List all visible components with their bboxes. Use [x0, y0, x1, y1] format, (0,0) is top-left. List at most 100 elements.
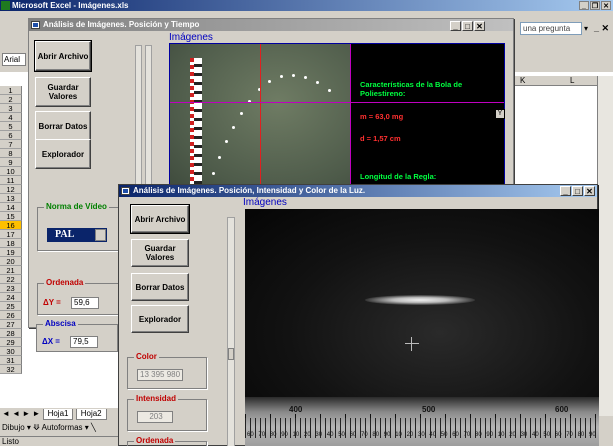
- row-header[interactable]: 21: [0, 266, 22, 275]
- save-values-button[interactable]: Guardar Valores: [131, 239, 189, 267]
- scroll-track-right[interactable]: [145, 45, 152, 185]
- video-norm-spinner[interactable]: [95, 229, 106, 241]
- row-header[interactable]: 13: [0, 194, 22, 203]
- explorer-button[interactable]: Explorador: [131, 305, 189, 333]
- close-icon[interactable]: ✕: [474, 21, 485, 31]
- row-header[interactable]: 5: [0, 122, 22, 131]
- column-header[interactable]: L: [570, 76, 575, 85]
- video-norm-select[interactable]: PAL: [47, 228, 107, 242]
- explorer-button[interactable]: Explorador: [35, 139, 91, 169]
- ruler-minor-label: 20: [509, 432, 516, 438]
- ruler-minor-label: 30: [315, 432, 323, 438]
- close-icon[interactable]: ✕: [584, 186, 595, 196]
- worksheet-vertical-scrollbar[interactable]: [597, 76, 613, 416]
- window-controls: _ □ ✕: [560, 186, 595, 196]
- clear-data-button[interactable]: Borrar Datos: [35, 111, 91, 141]
- ruler-label: 500: [422, 405, 436, 414]
- row-header[interactable]: 15: [0, 212, 22, 221]
- window-title: Análisis de Imágenes. Posición, Intensid…: [133, 186, 366, 195]
- ball-position-dot: [258, 88, 261, 91]
- row-header[interactable]: 12: [0, 185, 22, 194]
- row-header[interactable]: 11: [0, 176, 22, 185]
- save-values-button[interactable]: Guardar Valores: [35, 77, 91, 107]
- row-header[interactable]: 27: [0, 320, 22, 329]
- minimize-icon[interactable]: _: [560, 186, 571, 196]
- image-view[interactable]: Características de la Bola de Poliestire…: [169, 43, 505, 189]
- row-headers: 1 2 3 4 5 6 7 8 9 10 11 12 13 14 15 16 17 18 19 20 21 22 23 24 2…: [0, 86, 22, 374]
- intensity-field[interactable]: 203: [137, 411, 173, 423]
- ruler-minor-label: 70: [566, 432, 573, 438]
- video-norm-label: Norma de Vídeo: [44, 202, 109, 211]
- ordenada-label: Ordenada: [44, 278, 86, 287]
- ruler-major-ticks: [245, 414, 599, 420]
- drawing-toolbar[interactable]: Dibujo ▾ ⟱ Autoformas ▾ ╲: [2, 423, 96, 432]
- images-label: Imágenes: [243, 197, 287, 208]
- row-header[interactable]: 2: [0, 95, 22, 104]
- maximize-icon[interactable]: □: [462, 21, 473, 31]
- row-header[interactable]: 22: [0, 275, 22, 284]
- row-header[interactable]: 4: [0, 113, 22, 122]
- font-selector[interactable]: Arial: [2, 53, 26, 66]
- abscisa-label: Abscisa: [43, 319, 78, 328]
- cursor-horizontal-line: [170, 102, 504, 103]
- ruler-minor-label: 40: [429, 432, 437, 438]
- row-header[interactable]: 31: [0, 356, 22, 365]
- column-header[interactable]: K: [520, 76, 526, 85]
- ball-position-dot: [292, 74, 295, 77]
- minimize-icon[interactable]: _: [579, 1, 589, 10]
- document-close-icon[interactable]: _ ✕: [594, 23, 610, 33]
- excel-title: Microsoft Excel - Imágenes.xls: [12, 1, 129, 10]
- row-header[interactable]: 7: [0, 140, 22, 149]
- row-header[interactable]: 26: [0, 311, 22, 320]
- window-title-bar[interactable]: Análisis de Imágenes. Posición, Intensid…: [119, 185, 597, 197]
- excel-title-bar: Microsoft Excel - Imágenes.xls _ ❐ ✕: [0, 0, 613, 11]
- maximize-icon[interactable]: □: [572, 186, 583, 196]
- delta-y-field[interactable]: 59,6: [71, 297, 99, 309]
- ball-position-dot: [212, 172, 215, 175]
- ruler-minor-label: 50: [338, 432, 345, 438]
- row-header[interactable]: 20: [0, 257, 22, 266]
- row-header[interactable]: 28: [0, 329, 22, 338]
- row-header[interactable]: 6: [0, 131, 22, 140]
- app-icon: [31, 21, 40, 29]
- row-header[interactable]: 32: [0, 365, 22, 374]
- delta-x-field[interactable]: 79,5: [70, 336, 98, 348]
- window-title-bar[interactable]: Análisis de Imágenes. Posición y Tiempo: [29, 19, 513, 31]
- color-field[interactable]: 13 395 980: [137, 369, 183, 381]
- row-header[interactable]: 9: [0, 158, 22, 167]
- open-file-button[interactable]: Abrir Archivo: [34, 40, 92, 72]
- row-header[interactable]: 30: [0, 347, 22, 356]
- row-header[interactable]: 1: [0, 86, 22, 95]
- intensity-label: Intensidad: [134, 394, 179, 403]
- row-header[interactable]: 17: [0, 230, 22, 239]
- image-view[interactable]: 400 500 600 60 70 80 90 10 20 30 40 50 60 70 80 90 10…: [245, 209, 599, 446]
- row-header[interactable]: 8: [0, 149, 22, 158]
- minimize-icon[interactable]: _: [450, 21, 461, 31]
- close-icon[interactable]: ✕: [601, 1, 611, 10]
- clear-data-button[interactable]: Borrar Datos: [131, 273, 189, 301]
- row-header[interactable]: 18: [0, 239, 22, 248]
- row-header[interactable]: 19: [0, 248, 22, 257]
- ruler-minor-label: 90: [589, 432, 596, 438]
- help-question-box[interactable]: una pregunta: [520, 22, 582, 35]
- row-header[interactable]: 14: [0, 203, 22, 212]
- restore-icon[interactable]: ❐: [590, 1, 600, 10]
- scroll-thumb[interactable]: [228, 348, 234, 360]
- sheet-nav-arrows[interactable]: ◄ ◄ ► ►: [2, 409, 41, 418]
- sheet-tab[interactable]: Hoja2: [75, 409, 107, 420]
- y-axis-button[interactable]: Y: [495, 109, 505, 119]
- row-header[interactable]: 3: [0, 104, 22, 113]
- row-header[interactable]: 29: [0, 338, 22, 347]
- row-header[interactable]: 25: [0, 302, 22, 311]
- chevron-down-icon[interactable]: ▾: [584, 24, 589, 33]
- excel-window-controls: _ ❐ ✕: [579, 0, 611, 11]
- sheet-tab[interactable]: Hoja1: [42, 409, 74, 420]
- row-header[interactable]: 24: [0, 293, 22, 302]
- ruler-minor-label: 70: [258, 432, 266, 438]
- row-header[interactable]: 23: [0, 284, 22, 293]
- image-vertical-scrollbar[interactable]: [227, 217, 235, 446]
- row-header[interactable]: 10: [0, 167, 22, 176]
- open-file-button[interactable]: Abrir Archivo: [130, 204, 190, 234]
- row-header[interactable]: 16: [0, 221, 22, 230]
- scroll-track-left[interactable]: [135, 45, 142, 185]
